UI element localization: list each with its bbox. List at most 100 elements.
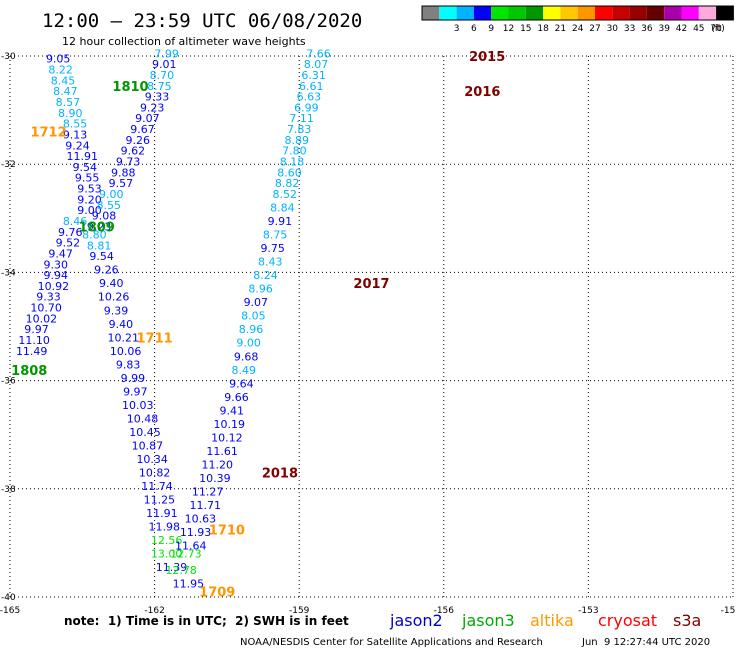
swh-value-label: 8.45 (51, 74, 76, 87)
swh-value-label: 9.40 (99, 277, 124, 290)
colorbar-swatch (698, 6, 717, 20)
y-tick-label: -36 (1, 377, 16, 387)
swh-value-label: 9.40 (109, 318, 134, 331)
swh-value-label: 9.76 (58, 226, 83, 239)
colorbar-swatch (439, 6, 457, 20)
swh-value-label: 11.27 (192, 486, 224, 499)
swh-value-label: 9.62 (121, 145, 146, 158)
swh-value-label: 9.23 (87, 220, 112, 233)
swh-value-label: 8.24 (253, 269, 278, 282)
swh-value-label: 9.05 (46, 53, 71, 66)
swh-value-label: 11.95 (173, 577, 205, 590)
y-tick-label: -38 (1, 485, 16, 495)
swh-value-label: 8.75 (263, 229, 288, 242)
y-tick-label: -40 (1, 593, 16, 603)
swh-value-label: 6.31 (301, 69, 326, 82)
legend-cryosat: cryosat (598, 611, 657, 630)
swh-value-label: 10.87 (132, 440, 164, 453)
swh-value-label: 9.91 (268, 215, 293, 228)
pass-time-label: 1712 (30, 126, 66, 141)
colorbar-tick-label: 36 (641, 24, 653, 34)
swh-value-label: 10.02 (26, 312, 58, 325)
swh-value-label: 6.99 (294, 101, 319, 114)
swh-value-label: 8.81 (87, 239, 112, 252)
pass-time-label: 2016 (464, 85, 500, 100)
swh-value-label: 12.73 (170, 548, 202, 561)
swh-value-label: 8.55 (63, 118, 88, 131)
x-tick-label: -156 (434, 606, 455, 616)
swh-value-label: 10.39 (199, 472, 231, 485)
colorbar-swatch (560, 6, 578, 20)
swh-value-label: 8.05 (241, 310, 266, 323)
colorbar-swatch (543, 6, 561, 20)
swh-value-label: 10.12 (211, 431, 243, 444)
colorbar-tick-label: 15 (520, 24, 531, 34)
swh-value-label: 8.07 (304, 58, 329, 71)
colorbar-tick-label: 27 (589, 24, 600, 34)
swh-value-label: 9.66 (224, 391, 249, 404)
colorbar-swatch (646, 6, 665, 20)
swh-value-label: 9.97 (123, 385, 148, 398)
chart-title: 12:00 – 23:59 UTC 06/08/2020 (42, 10, 362, 32)
y-tick-label: -32 (1, 160, 16, 170)
swh-value-label: 11.39 (156, 561, 188, 574)
swh-value-label: 9.00 (99, 188, 124, 201)
swh-value-label: 11.61 (206, 445, 238, 458)
pass-time-label: 1711 (137, 331, 173, 346)
colorbar-swatch (595, 6, 613, 20)
colorbar-tick-label: 42 (676, 24, 687, 34)
swh-value-label: 8.47 (53, 85, 78, 98)
swh-value-label: 10.70 (30, 302, 62, 315)
swh-value-label: 9.00 (77, 204, 102, 217)
swh-value-label: 9.33 (36, 291, 61, 304)
colorbar-tick-label: 70 (710, 24, 722, 34)
swh-value-label: 9.26 (125, 134, 150, 147)
pass-labels: 2015 2016 1810 1712 1809 2017 1711 1808 2018 1710… (11, 50, 505, 601)
pass-time-label: 2015 (469, 50, 505, 65)
legend-altika: altika (530, 611, 574, 630)
swh-value-label: 10.21 (108, 331, 140, 344)
swh-value-label: 9.23 (140, 101, 165, 114)
swh-value-label: 8.96 (248, 283, 273, 296)
swh-value-label: 8.70 (150, 69, 175, 82)
swh-value-label: 9.57 (109, 177, 134, 190)
swh-value-label: 9.73 (116, 155, 141, 168)
swh-value-label: 9.20 (77, 193, 102, 206)
swh-value-label: 9.08 (92, 210, 117, 223)
timestamp: Jun 9 12:27:44 UTC 2020 (581, 637, 710, 648)
pass-time-label: 2018 (262, 467, 298, 482)
swh-value-label: 11.25 (144, 494, 176, 507)
swh-value-label: 9.75 (260, 242, 285, 255)
swh-value-label: 10.03 (122, 399, 154, 412)
swh-value-label: 9.24 (65, 139, 90, 152)
swh-value-label: 9.53 (77, 183, 102, 196)
colorbar-swatch (681, 6, 699, 20)
swh-value-label: 7.66 (306, 47, 331, 60)
swh-value-label: 11.71 (189, 499, 221, 512)
swh-value-label: 10.82 (139, 467, 171, 480)
legend-jason2: jason2 (389, 611, 443, 630)
colorbar-tick-label: 45 (693, 24, 704, 34)
swh-value-label: 8.60 (277, 166, 302, 179)
swh-value-label: 8.89 (285, 134, 310, 147)
x-tick-label: -153 (578, 606, 598, 616)
y-tick-label: -30 (1, 52, 16, 62)
swh-value-label: 8.82 (275, 177, 300, 190)
x-tick-label: -165 (0, 606, 20, 616)
swh-value-label: 9.54 (89, 250, 114, 263)
swh-value-label: 9.00 (236, 337, 261, 350)
swh-value-label: 9.97 (24, 323, 49, 336)
colorbar-tick-label: 24 (572, 24, 584, 34)
legend-jason3: jason3 (461, 611, 515, 630)
swh-value-label: 10.92 (38, 280, 70, 293)
swh-value-label: 11.91 (146, 507, 178, 520)
swh-value-label: 11.64 (175, 540, 207, 553)
colorbar-tick-label: 12 (503, 24, 514, 34)
colorbar-swatch (664, 6, 682, 20)
colorbar-frame (421, 5, 734, 21)
colorbar: 3 6 9 12 15 18 21 24 27 30 33 36 39 42 45 70(ft) (421, 5, 734, 34)
colorbar-unit: (ft) (711, 24, 725, 34)
swh-value-label: 9.68 (234, 350, 259, 363)
colorbar-tick-label: 9 (488, 24, 494, 34)
